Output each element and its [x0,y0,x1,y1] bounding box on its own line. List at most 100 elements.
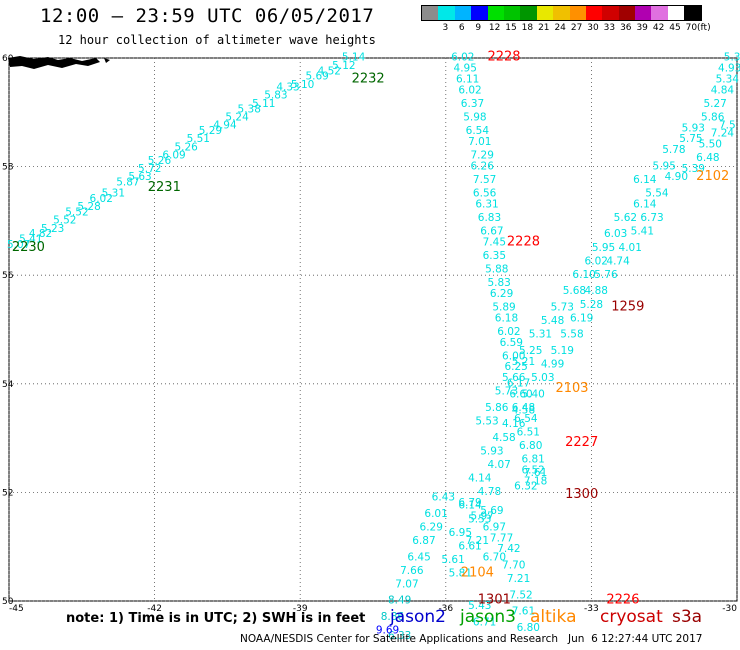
legend-swatch [618,6,636,20]
wave-height-value: 5.10 [291,79,314,91]
lat-tick-label: 52 [2,488,13,498]
wave-height-value: 4.16 [502,418,526,430]
wave-height-value: 5.81 [449,568,472,580]
wave-height-value: 7.01 [468,136,491,148]
wave-height-value: 5.34 [716,73,740,85]
wave-height-value: 6.29 [420,521,443,533]
legend-label: 70 [685,23,698,33]
legend-label: 6 [458,23,465,33]
wave-height-value: 5.54 [645,187,669,199]
wave-height-value: 5.51 [187,133,210,145]
wave-height-value: 4.82 [29,228,52,240]
wave-height-value: 5.75 [679,133,702,145]
wave-height-value: 6.32 [514,481,537,493]
wave-height-value: 6.18 [495,312,518,324]
legend-label: 33 [603,23,616,33]
pass-time-label: 2232 [352,71,385,86]
wave-height-value: 5.23 [41,223,64,235]
pass-time-label: 2230 [12,240,45,255]
lat-tick-label: 60 [2,54,14,64]
wave-height-value: 6.31 [475,198,498,210]
legend-labels: 3 6 9 12 15 18 21 24 27 30 33 36 39 42 45 70 (ft) [421,21,711,35]
wave-height-value: 5.24 [225,111,249,123]
wave-height-value: 5.40 [521,388,544,400]
wave-height-value: 4.07 [487,459,510,471]
lon-tick-label: -36 [438,604,453,614]
wave-height-value: 6.60 [509,388,532,400]
pass-time-label: 2102 [696,169,729,184]
wave-height-value: 6.37 [461,98,484,110]
wave-height-value: 6.45 [407,551,430,563]
wave-height-value: 5.95 [592,242,615,254]
color-legend: 3 6 9 12 15 18 21 24 27 30 33 36 39 42 45 70 (ft) [421,5,711,35]
wave-height-value: 4.14 [468,473,492,485]
pass-time-label: 1259 [611,299,644,314]
wave-height-value: 5.69 [305,71,328,83]
pass-time-label: 2103 [555,381,588,396]
wave-height-value: 6.11 [456,73,479,85]
legend-swatch [438,6,455,20]
wave-height-value: 5.50 [699,139,722,151]
wave-height-value: 5.93 [682,122,705,134]
pass-time-label: 2104 [461,566,494,581]
wave-height-value: 6.79 [458,497,481,509]
wave-height-value: 7.18 [524,475,547,487]
wave-height-value: 5.43 [468,600,491,612]
wave-height-value: 5.31 [102,187,125,199]
wave-height-value: 4.93 [718,63,740,75]
wave-height-value: 6.97 [483,521,506,533]
wave-height-value: 6.17 [507,378,530,390]
wave-height-value: 4.88 [585,285,608,297]
wave-height-value: 7.52 [509,589,532,601]
wave-height-value: 5.19 [551,345,574,357]
wave-height-value: 6.71 [473,616,496,628]
wave-height-value: 5.73 [551,301,574,313]
wave-height-value: 4.94 [213,120,237,132]
wave-height-value: 4.01 [619,242,642,254]
wave-height-value: 5.31 [529,329,552,341]
satellite-cryosat: cryosat [600,607,663,627]
wave-height-value: 9.69 [376,625,399,637]
lon-tick-label: -42 [147,604,162,614]
wave-height-value: 7.24 [711,128,735,140]
legend-label: 24 [554,23,566,33]
legend-swatch [684,6,701,20]
lon-tick-label: -33 [584,604,599,614]
legend-label: 18 [521,23,534,33]
wave-height-value: 6.48 [512,402,535,414]
wave-height-value: 6.02 [90,193,113,205]
legend-label: 39 [636,23,648,33]
wave-height-value: 7.45 [483,236,506,248]
wave-height-value: 5.26 [174,141,198,153]
wave-height-value: 6.00 [502,350,525,362]
wave-height-value: 6.14 [458,500,482,512]
wave-height-value: 4.99 [541,359,564,371]
wave-height-value: 7.29 [471,149,494,161]
wave-height-value: 6.81 [521,454,544,466]
legend-swatch [454,6,472,20]
coastline [8,56,110,69]
wave-height-value: 5.72 [138,163,161,175]
wave-height-value: 7.61 [512,606,535,618]
wave-height-value: 5.29 [199,125,222,137]
wave-height-value: 5.98 [463,111,486,123]
wave-height-value: 6.83 [478,212,501,224]
legend-label: 9 [475,23,482,33]
wave-height-value: 5.69 [480,505,503,517]
wave-height-value: 7.61 [524,467,547,479]
satellite-jason3: jason3 [460,607,516,627]
wave-height-value: 5.86 [701,111,725,123]
wave-height-value: 5.52 [65,206,88,218]
wave-height-value: 6.14 [633,174,657,186]
legend-label: 42 [652,23,665,33]
legend-swatch [487,6,504,20]
wave-height-value: 6.67 [480,225,503,237]
satellite-altika: altika [530,607,577,627]
wave-height-value: 4.58 [492,432,515,444]
pass-time-label: 2227 [565,435,598,450]
wave-height-value: 5.88 [485,263,508,275]
pass-time-label: 2228 [507,234,540,249]
legend-swatch [422,6,439,20]
wave-height-value: 6.03 [604,228,627,240]
legend-label: 45 [669,23,681,33]
